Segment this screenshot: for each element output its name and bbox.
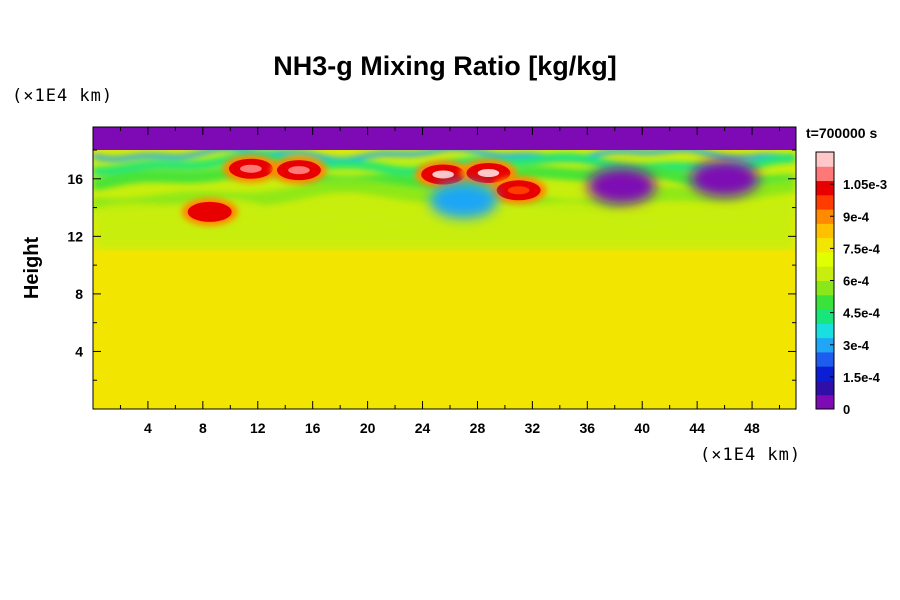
colorbar-tick-label: 1.05e-3 bbox=[843, 177, 887, 192]
colorbar-swatch bbox=[816, 166, 834, 182]
colorbar-tick-label: 0 bbox=[843, 402, 850, 417]
x-unit-label: (×1E4 km) bbox=[700, 445, 801, 465]
colorbar-swatch bbox=[816, 180, 834, 196]
field-feature bbox=[415, 160, 472, 189]
field-feature bbox=[429, 182, 498, 219]
x-tick-label: 24 bbox=[415, 420, 431, 436]
time-label: t=700000 s bbox=[806, 125, 877, 141]
field-feature bbox=[587, 167, 656, 204]
x-tick-label: 48 bbox=[744, 420, 760, 436]
colorbar-swatch bbox=[816, 223, 834, 239]
x-tick-label: 12 bbox=[250, 420, 266, 436]
colorbar-tick-label: 4.5e-4 bbox=[843, 306, 881, 321]
x-tick-label: 36 bbox=[580, 420, 596, 436]
colorbar-tick-label: 1.5e-4 bbox=[843, 370, 881, 385]
y-axis-title: Height bbox=[21, 237, 43, 300]
colorbar-swatch bbox=[816, 366, 834, 381]
y-tick-label: 16 bbox=[67, 171, 83, 187]
region-band bbox=[93, 250, 796, 409]
colorbar-swatch bbox=[816, 309, 834, 324]
colorbar-swatch bbox=[816, 294, 834, 310]
field-feature bbox=[181, 197, 238, 226]
y-unit-label: (×1E4 km) bbox=[12, 86, 113, 106]
colorbar: 0 1.5e-4 3e-4 4.5e-4 6e-4 7.5e-4 9e-4 1.05e-3 bbox=[815, 151, 887, 417]
field-feature bbox=[690, 160, 759, 197]
colorbar-swatch bbox=[816, 209, 834, 224]
colorbar-swatch bbox=[816, 194, 834, 210]
y-tick-label: 8 bbox=[75, 286, 83, 302]
colorbar-swatch bbox=[816, 152, 834, 167]
heatmap-plot bbox=[93, 127, 796, 409]
x-tick-label: 20 bbox=[360, 420, 376, 436]
field-feature bbox=[270, 156, 327, 185]
x-tick-label: 44 bbox=[689, 420, 705, 436]
x-tick-label: 4 bbox=[144, 420, 152, 436]
plot-frame bbox=[92, 126, 797, 410]
field-feature bbox=[222, 154, 279, 183]
colorbar-tick-label: 6e-4 bbox=[843, 274, 870, 289]
x-tick-label: 16 bbox=[305, 420, 321, 436]
y-axis: 4 8 12 16 bbox=[67, 149, 796, 381]
y-tick-label: 4 bbox=[75, 343, 83, 359]
colorbar-swatch bbox=[816, 380, 834, 396]
colorbar-swatch bbox=[816, 337, 834, 353]
colorbar-swatch bbox=[816, 251, 834, 267]
colorbar-tick-label: 9e-4 bbox=[843, 209, 870, 224]
colorbar-swatch bbox=[816, 323, 834, 339]
x-tick-label: 8 bbox=[199, 420, 207, 436]
colorbar-swatch bbox=[816, 237, 834, 253]
colorbar-swatch bbox=[816, 394, 834, 410]
field-feature bbox=[490, 176, 547, 205]
x-tick-label: 28 bbox=[470, 420, 486, 436]
y-tick-label: 12 bbox=[67, 228, 83, 244]
colorbar-swatch bbox=[816, 280, 834, 296]
colorbar-swatch bbox=[816, 266, 834, 281]
x-tick-label: 40 bbox=[634, 420, 650, 436]
chart-title: NH3-g Mixing Ratio [kg/kg] bbox=[273, 51, 617, 81]
x-axis: 4 8 12 16 20 24 28 32 36 40 44 48 bbox=[119, 127, 781, 436]
colorbar-swatch bbox=[816, 351, 834, 367]
colorbar-tick-label: 7.5e-4 bbox=[843, 241, 881, 256]
x-tick-label: 32 bbox=[525, 420, 541, 436]
colorbar-tick-label: 3e-4 bbox=[843, 338, 870, 353]
